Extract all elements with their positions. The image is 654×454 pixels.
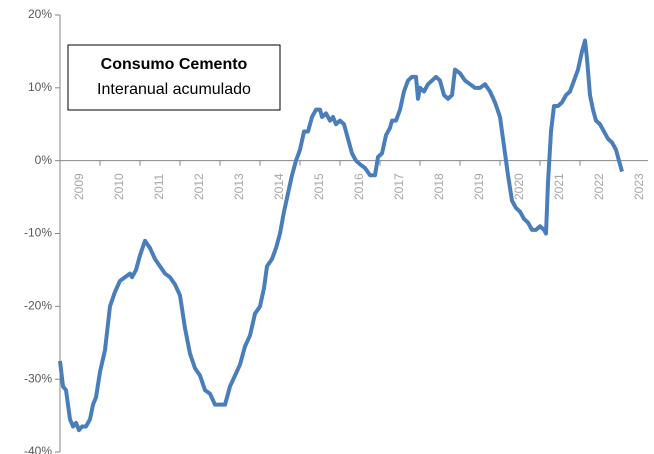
x-tick-label: 2013	[232, 173, 246, 200]
x-tick-label: 2021	[552, 173, 566, 200]
x-tick-label: 2023	[632, 173, 646, 200]
x-tick-label: 2010	[112, 173, 126, 200]
x-tick-label: 2015	[312, 173, 326, 200]
legend-title: Consumo Cemento	[101, 56, 248, 73]
y-tick-label: -40%	[24, 444, 52, 454]
x-tick-label: 2018	[432, 173, 446, 200]
x-tick-label: 2009	[72, 173, 86, 200]
x-tick-label: 2017	[392, 173, 406, 200]
y-tick-label: 10%	[28, 80, 52, 94]
y-tick-label: -20%	[24, 299, 52, 313]
x-tick-label: 2011	[152, 173, 166, 199]
y-tick-label: -10%	[24, 226, 52, 240]
x-tick-label: 2014	[272, 173, 286, 200]
x-tick-label: 2016	[352, 173, 366, 200]
data-line	[58, 38, 624, 433]
y-tick-label: 20%	[28, 7, 52, 21]
x-tick-label: 2022	[592, 173, 606, 200]
y-tick-label: 0%	[35, 153, 53, 167]
x-tick-label: 2020	[512, 173, 526, 200]
legend-subtitle: Interanual acumulado	[97, 81, 251, 98]
x-tick-label: 2012	[192, 173, 206, 200]
y-tick-label: -30%	[24, 371, 52, 385]
legend-box	[67, 44, 281, 111]
x-tick-label: 2019	[472, 173, 486, 200]
